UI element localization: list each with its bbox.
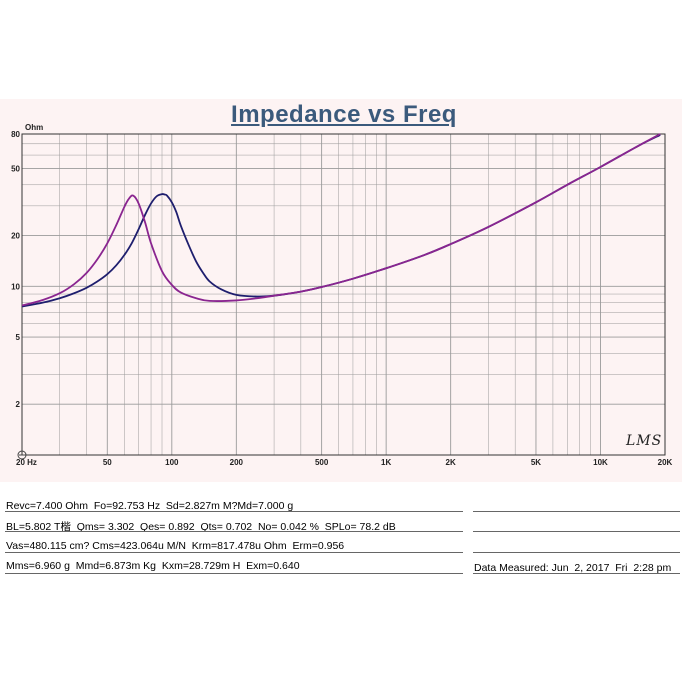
x-tick-label: 20 Hz: [16, 458, 37, 467]
param-divider: [473, 511, 680, 512]
param-divider: [5, 531, 463, 532]
chart-panel: [0, 99, 682, 482]
series-layer: [21, 133, 661, 308]
impedance-series-2: [21, 133, 661, 307]
chart-title: Impedance vs Freq: [231, 101, 457, 128]
x-tick-label: 20K: [658, 458, 673, 467]
y-tick-label: 5: [16, 333, 21, 342]
param-divider: [473, 531, 680, 532]
x-tick-label: 50: [103, 458, 112, 467]
x-tick-label: 1K: [381, 458, 391, 467]
lms-logo: LMS: [626, 433, 663, 449]
data-measured-text: Data Measured: Jun 2, 2017 Fri 2:28 pm: [474, 562, 672, 574]
param-divider: [5, 573, 463, 574]
param-row-3: Vas=480.115 cm? Cms=423.064u M/N Krm=817…: [6, 540, 345, 552]
param-divider: [5, 511, 463, 512]
x-tick-label: 5K: [531, 458, 541, 467]
impedance-chart: 20 Hz 50 100 200 500 1K 2K 5K 10K 20K 80 50 20 10 5 2 O…: [11, 123, 672, 467]
param-divider: [473, 552, 680, 553]
tick-labels: 20 Hz 50 100 200 500 1K 2K 5K 10K 20K 80 50 20 10 5 2: [11, 130, 672, 467]
x-tick-label: 100: [165, 458, 179, 467]
y-tick-label: 50: [11, 164, 20, 173]
y-axis-label: Ohm: [25, 123, 43, 132]
x-tick-label: 2K: [446, 458, 456, 467]
param-divider: [5, 552, 463, 553]
plot-frame: [21, 133, 666, 456]
y-tick-label: 10: [11, 282, 20, 291]
x-tick-label: 500: [315, 458, 329, 467]
origin-marker-icon: [17, 450, 27, 460]
param-row-1: Revc=7.400 Ohm Fo=92.753 Hz Sd=2.827m M?…: [6, 500, 294, 512]
y-tick-label: 80: [11, 130, 20, 139]
x-tick-label: 10K: [593, 458, 608, 467]
param-divider: [473, 573, 680, 574]
param-row-4: Mms=6.960 g Mmd=6.873m Kg Kxm=28.729m H …: [6, 560, 300, 572]
grid-lines: [21, 133, 666, 456]
param-row-2: BL=5.802 T楷 Qms= 3.302 Qes= 0.892 Qts= 0…: [6, 521, 396, 533]
x-tick-label: 200: [230, 458, 244, 467]
y-tick-label: 20: [11, 232, 20, 241]
y-tick-label: 2: [16, 400, 21, 409]
